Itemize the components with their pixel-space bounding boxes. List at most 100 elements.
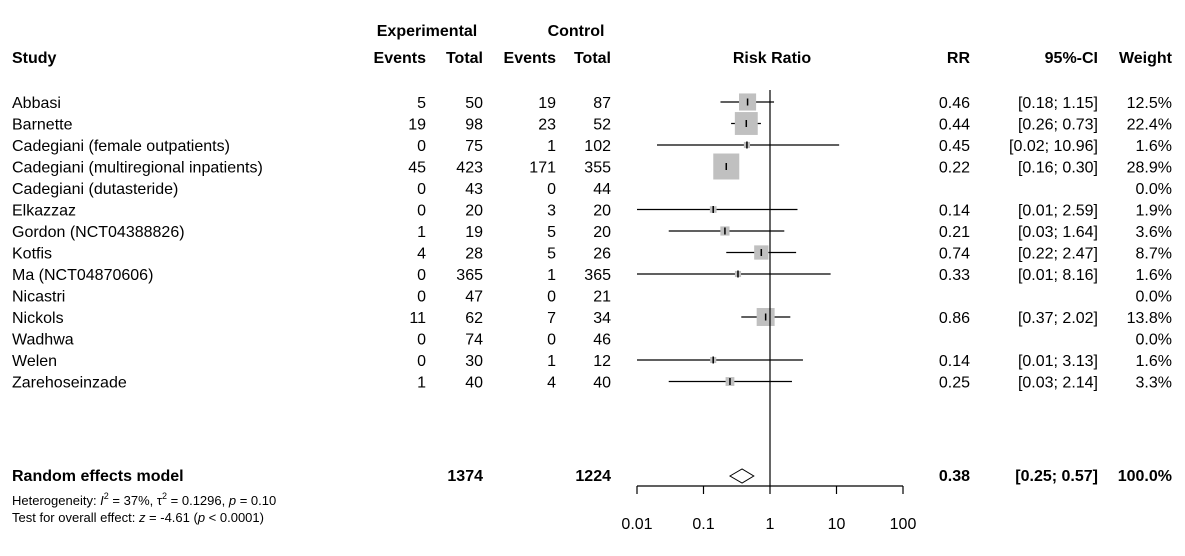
ctrl-total: 12 [593,353,611,370]
exp-total: 43 [465,181,483,198]
exp-total: 47 [465,289,483,306]
ctrl-events: 0 [547,181,556,198]
exp-total: 19 [465,224,483,241]
study-name: Abbasi [12,95,61,112]
exp-events: 45 [408,160,426,177]
exp-total-header: Total [446,50,483,67]
tau-value: = 0.1296, [167,493,229,508]
ctrl-events: 4 [547,375,556,392]
ctrl-total: 355 [584,160,611,177]
ctrl-events-header: Events [504,50,557,67]
study-name: Elkazzaz [12,203,76,220]
weight-header: Weight [1119,50,1173,67]
exp-events: 0 [417,353,426,370]
overall-prefix: Test for overall effect: [12,510,139,525]
ctrl-total: 20 [593,224,611,241]
axis-tick-label: 10 [828,516,846,533]
overall-test-note: Test for overall effect: z = -4.61 (p < … [12,510,264,525]
weight-value: 13.8% [1127,310,1172,327]
exp-events: 0 [417,289,426,306]
ci-value: [0.18; 1.15] [1018,95,1098,112]
weight-value: 22.4% [1127,117,1172,134]
weight-value: 8.7% [1136,246,1172,263]
study-marks [637,93,840,386]
exp-events: 19 [408,117,426,134]
z-value: = -4.61 ( [145,510,198,525]
tau-sup: 2 [162,491,167,501]
overall-p-symbol: p [197,510,205,525]
weight-value: 3.3% [1136,375,1172,392]
ci-value: [0.26; 0.73] [1018,117,1098,134]
exp-total: 423 [456,160,483,177]
exp-events: 11 [409,310,426,327]
rr-value: 0.45 [939,138,970,155]
i-squared-value: = 37%, [109,493,157,508]
tau-symbol: τ [157,493,163,508]
study-name: Nicastri [12,289,65,306]
exp-events: 5 [417,95,426,112]
study-name: Gordon (NCT04388826) [12,224,185,241]
ctrl-total: 102 [584,138,611,155]
weight-value: 12.5% [1127,95,1172,112]
ctrl-events: 1 [547,267,556,284]
weight-value: 0.0% [1136,332,1172,349]
rr-value: 0.25 [939,375,970,392]
exp-total: 75 [465,138,483,155]
exp-total: 40 [465,375,483,392]
weight-value: 1.6% [1136,353,1172,370]
overall-p-value: < 0.0001) [205,510,264,525]
heterogeneity-prefix: Heterogeneity: [12,493,100,508]
pooled-ctrl-total: 1224 [575,468,611,485]
study-name: Kotfis [12,246,52,263]
rr-value: 0.86 [939,310,970,327]
rr-value: 0.14 [939,353,970,370]
pooled-rr: 0.38 [939,468,970,485]
exp-total: 74 [465,332,483,349]
weight-value: 3.6% [1136,224,1172,241]
exp-events: 0 [417,181,426,198]
rr-value: 0.21 [939,224,970,241]
ci-header: 95%-CI [1045,50,1098,67]
ctrl-events: 7 [547,310,556,327]
pooled-ci: [0.25; 0.57] [1015,468,1098,485]
pooled-weight: 100.0% [1118,468,1172,485]
weight-value: 28.9% [1127,160,1172,177]
ctrl-total: 365 [584,267,611,284]
weight-value: 1.9% [1136,203,1172,220]
study-header: Study [12,50,57,67]
weight-value: 1.6% [1136,138,1172,155]
study-name: Cadegiani (multiregional inpatients) [12,160,263,177]
axis-tick-label: 0.01 [621,516,652,533]
ctrl-events: 5 [547,224,556,241]
risk-ratio-header: Risk Ratio [733,50,811,67]
z-symbol: z [138,510,146,525]
study-name: Welen [12,353,57,370]
exp-events: 0 [417,332,426,349]
exp-total: 62 [465,310,483,327]
ctrl-events: 0 [547,332,556,349]
ci-value: [0.37; 2.02] [1018,310,1098,327]
exp-total: 28 [465,246,483,263]
exp-events: 1 [417,375,426,392]
exp-events: 4 [417,246,426,263]
rr-value: 0.33 [939,267,970,284]
study-name: Ma (NCT04870606) [12,267,153,284]
exp-events-header: Events [374,50,427,67]
exp-events: 0 [417,267,426,284]
axis-tick-label: 1 [766,516,775,533]
study-name: Barnette [12,117,73,134]
i-squared-symbol: I [100,493,104,508]
ci-value: [0.01; 8.16] [1018,267,1098,284]
rr-value: 0.22 [939,160,970,177]
control-header: Control [548,23,605,40]
rr-value: 0.14 [939,203,970,220]
ctrl-total: 40 [593,375,611,392]
ctrl-total-header: Total [574,50,611,67]
study-name: Cadegiani (female outpatients) [12,138,230,155]
ctrl-events: 1 [547,353,556,370]
ctrl-total: 21 [593,289,611,306]
ctrl-total: 46 [593,332,611,349]
ctrl-total: 87 [593,95,611,112]
ci-value: [0.22; 2.47] [1018,246,1098,263]
